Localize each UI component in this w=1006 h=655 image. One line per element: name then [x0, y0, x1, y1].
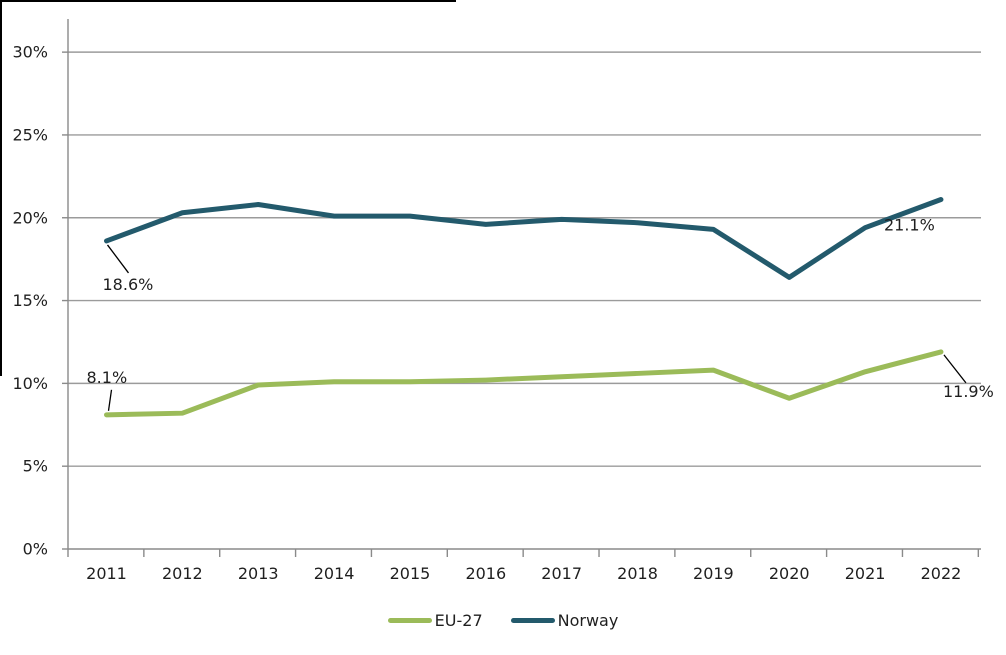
legend-item-norway: Norway	[510, 611, 619, 630]
x-tick-label: 2016	[465, 564, 506, 583]
legend: EU-27 Norway	[0, 611, 1006, 630]
data-label-leader-line	[107, 389, 113, 411]
y-tick-label: 20%	[12, 208, 48, 227]
y-tick-label: 5%	[23, 457, 48, 476]
x-tick-label: 2013	[238, 564, 279, 583]
y-tick-label: 30%	[12, 43, 48, 62]
x-tick-label: 2021	[845, 564, 886, 583]
data-label: 8.1%	[87, 368, 128, 387]
data-label: 11.9%	[943, 382, 994, 401]
x-tick-label: 2012	[162, 564, 203, 583]
x-tick-label: 2015	[390, 564, 431, 583]
clipped-frame-top-border	[0, 0, 456, 2]
series-line-norway	[104, 197, 944, 280]
x-tick-label: 2019	[693, 564, 734, 583]
x-tick-label: 2014	[314, 564, 355, 583]
series-line-eu-27	[104, 349, 944, 418]
legend-item-eu27: EU-27	[387, 611, 483, 630]
data-label-leader-line	[943, 354, 967, 384]
y-tick-label: 10%	[12, 374, 48, 393]
x-tick-label: 2018	[617, 564, 658, 583]
data-label-leader-line	[106, 244, 130, 274]
x-tick-label: 2011	[86, 564, 127, 583]
legend-label-norway: Norway	[557, 611, 619, 630]
y-tick-label: 15%	[12, 291, 48, 310]
legend-swatch-eu27-line	[387, 618, 432, 623]
clipped-frame-left-border	[0, 0, 2, 376]
data-label: 21.1%	[884, 216, 935, 235]
data-label: 18.6%	[103, 275, 154, 294]
x-tick-label: 2017	[541, 564, 582, 583]
y-tick-label: 25%	[12, 125, 48, 144]
x-tick-label: 2022	[921, 564, 962, 583]
legend-swatch-norway-line	[510, 618, 555, 623]
x-tick-label: 2020	[769, 564, 810, 583]
legend-label-eu27: EU-27	[434, 611, 483, 630]
y-tick-label: 0%	[23, 540, 48, 559]
